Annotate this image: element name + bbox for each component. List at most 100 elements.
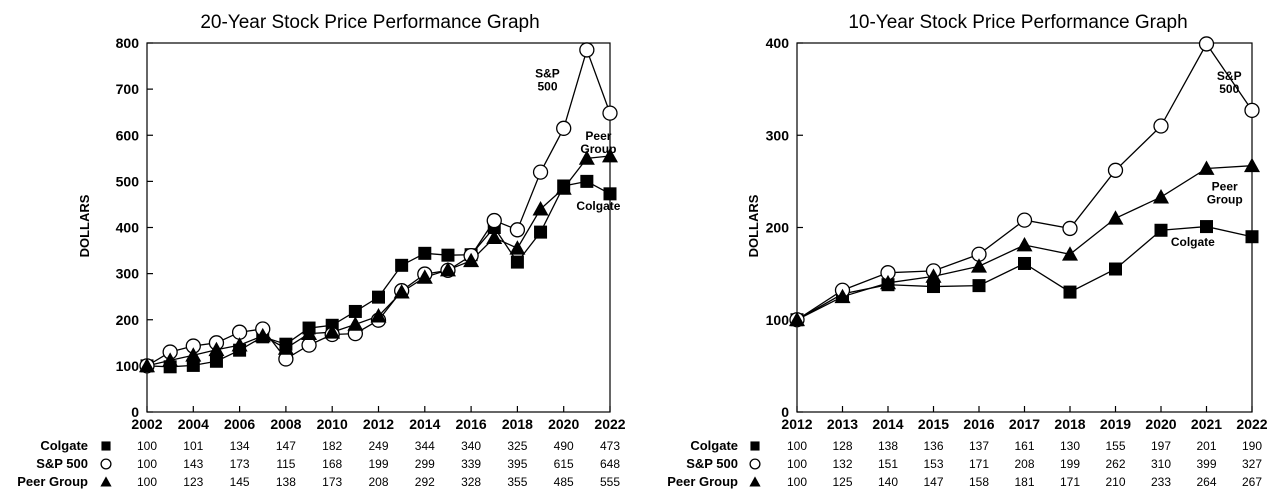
chart-panel-10-year: 10-Year Stock Price Performance Graph DO…	[667, 12, 1268, 489]
series-annotation: 500	[1219, 82, 1239, 96]
series-annotation: S&P	[1217, 69, 1242, 83]
table-cell: 132	[832, 457, 852, 471]
x-tick-label: 2004	[178, 416, 209, 432]
data-point-colgate	[534, 225, 548, 239]
y-tick-label: 200	[116, 312, 140, 328]
table-cell: 161	[1014, 439, 1034, 453]
series-annotation: 500	[537, 80, 557, 94]
data-point-colgate	[209, 354, 223, 368]
table-cell: 197	[1151, 439, 1171, 453]
data-point-colgate	[927, 280, 940, 294]
table-cell: 182	[322, 439, 342, 453]
table-cell: 399	[1196, 457, 1216, 471]
data-point-peer	[324, 324, 341, 339]
table-cell: 168	[322, 457, 342, 471]
data-point-colgate	[580, 174, 594, 188]
data-point-peer	[532, 201, 549, 216]
data-point-colgate	[1109, 262, 1122, 276]
x-tick-label: 2013	[827, 416, 858, 432]
chart-panel-20-year: 20-Year Stock Price Performance Graph DO…	[17, 12, 626, 489]
data-point-peer	[393, 284, 410, 299]
table-cell: 327	[1242, 457, 1262, 471]
table-cell: 292	[415, 475, 435, 489]
x-tick-label: 2020	[1145, 416, 1176, 432]
table-cell: 310	[1151, 457, 1171, 471]
table-cell: 171	[1060, 475, 1080, 489]
table-row-label: Peer Group	[17, 474, 88, 489]
data-point-peer	[925, 268, 942, 283]
table-cell: 267	[1242, 475, 1262, 489]
series-annotation: Peer	[1212, 180, 1238, 194]
data-point-peer	[301, 325, 318, 340]
x-tick-label: 2006	[224, 416, 255, 432]
table-cell: 125	[832, 475, 852, 489]
data-point-sp500	[532, 164, 549, 180]
series-line-sp500	[796, 42, 1253, 321]
x-tick-label: 2017	[1009, 416, 1040, 432]
table-cell: 138	[276, 475, 296, 489]
x-tick-label: 2019	[1100, 416, 1131, 432]
table-cell: 328	[461, 475, 481, 489]
y-tick-label: 600	[116, 127, 140, 143]
data-point-sp500	[1153, 118, 1169, 134]
y-tick-label: 300	[116, 266, 140, 282]
data-point-colgate	[348, 304, 362, 318]
table-cell: 249	[368, 439, 388, 453]
y-axis-label: DOLLARS	[746, 194, 761, 257]
data-point-peer	[834, 288, 851, 304]
table-cell: 344	[415, 439, 435, 453]
table-cell: 199	[1060, 457, 1080, 471]
table-cell: 100	[137, 475, 157, 489]
data-point-sp500	[231, 324, 248, 340]
series-annotation: S&P	[535, 67, 560, 81]
table-legend-marker	[100, 476, 112, 487]
data-point-peer	[370, 308, 387, 323]
data-point-peer	[139, 357, 155, 373]
table-cell: 153	[923, 457, 943, 471]
data-point-sp500	[1198, 36, 1215, 52]
data-point-peer	[254, 327, 271, 343]
y-tick-label: 300	[766, 127, 790, 143]
x-tick-label: 2014	[409, 416, 440, 432]
table-cell: 100	[787, 475, 807, 489]
x-tick-label: 2012	[781, 416, 812, 432]
data-point-colgate	[186, 358, 200, 372]
table-cell: 490	[554, 439, 574, 453]
table-cell: 100	[787, 439, 807, 453]
data-point-peer	[208, 341, 225, 357]
data-point-peer	[463, 252, 480, 268]
x-tick-label: 2008	[270, 416, 301, 432]
y-tick-label: 400	[766, 35, 790, 51]
data-point-colgate	[1200, 220, 1213, 234]
y-tick-label: 400	[116, 220, 140, 236]
table-cell: 171	[969, 457, 989, 471]
table-cell: 173	[322, 475, 342, 489]
data-point-colgate	[603, 187, 617, 201]
table-cell: 201	[1196, 439, 1216, 453]
table-cell: 130	[1060, 439, 1080, 453]
x-tick-label: 2010	[317, 416, 348, 432]
data-point-peer	[439, 261, 456, 277]
x-tick-label: 2020	[548, 416, 579, 432]
table-cell: 140	[878, 475, 898, 489]
data-point-peer	[416, 269, 433, 284]
y-tick-label: 800	[116, 35, 140, 51]
x-tick-label: 2015	[918, 416, 949, 432]
data-point-peer	[509, 240, 526, 255]
table-legend-marker	[749, 476, 761, 487]
table-cell: 181	[1014, 475, 1034, 489]
table-cell: 190	[1242, 439, 1262, 453]
data-point-sp500	[556, 120, 572, 136]
table-cell: 138	[878, 439, 898, 453]
table-cell: 199	[368, 457, 388, 471]
x-tick-label: 2022	[594, 416, 625, 432]
data-point-peer	[880, 274, 896, 290]
data-point-colgate	[395, 258, 409, 272]
y-tick-label: 500	[116, 173, 140, 189]
table-cell: 100	[137, 457, 157, 471]
series-annotation: Group	[1207, 193, 1243, 207]
table-cell: 151	[878, 457, 898, 471]
table-cell: 555	[600, 475, 620, 489]
data-point-peer	[1107, 210, 1124, 225]
